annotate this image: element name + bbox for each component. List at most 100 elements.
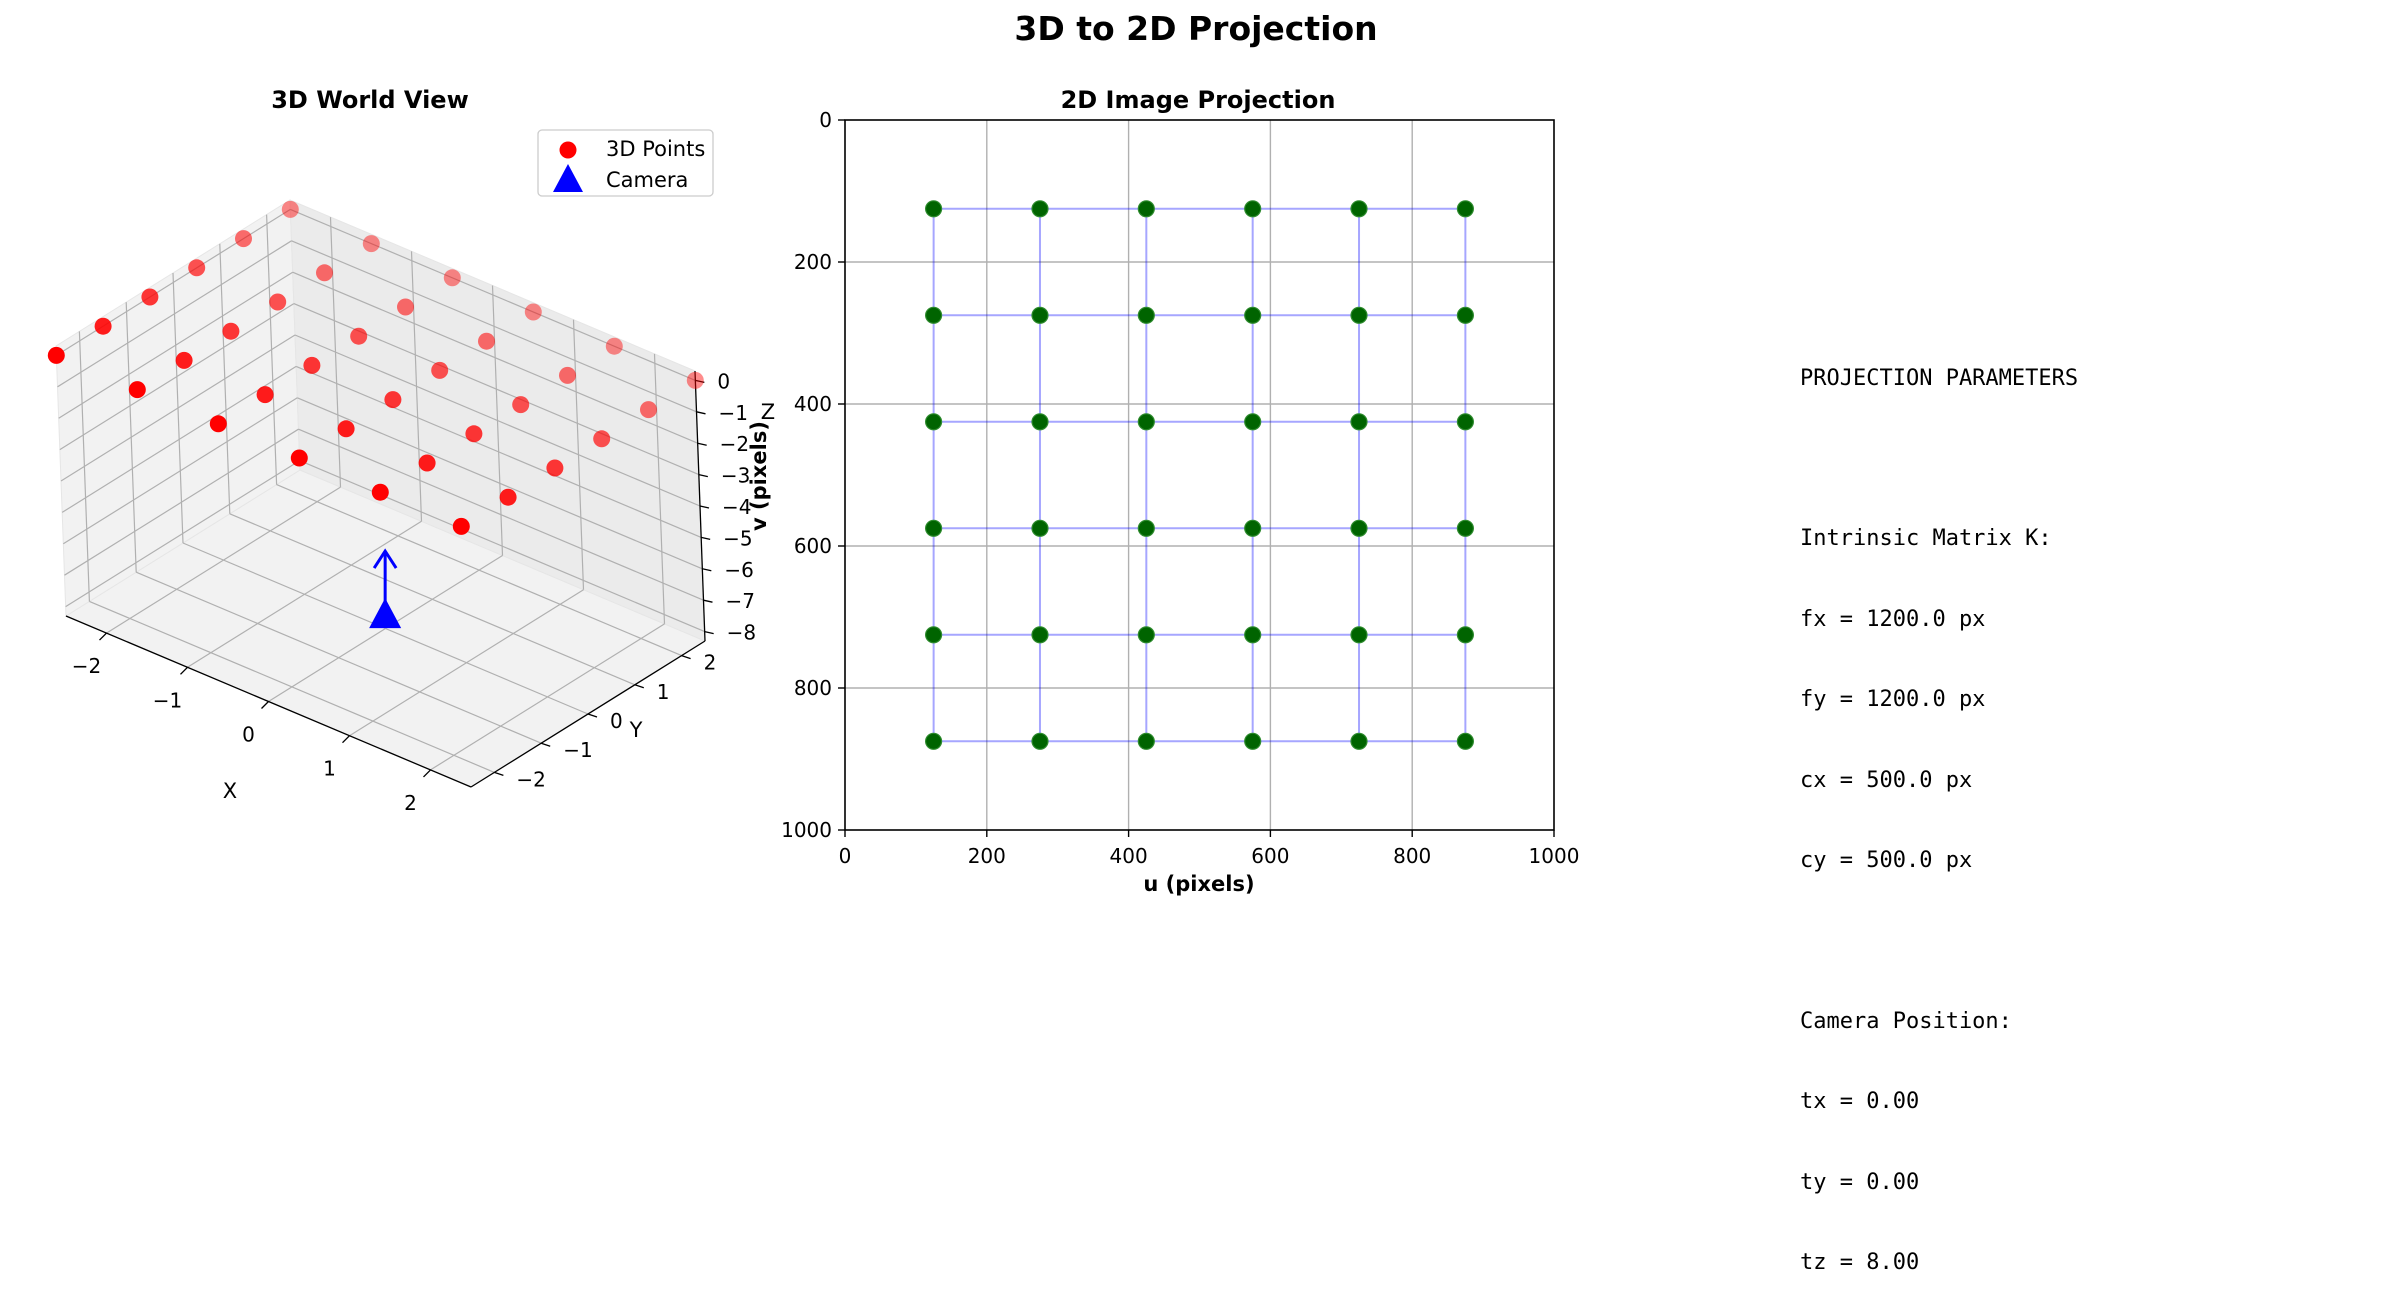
z-tick-mark-3d xyxy=(697,442,707,446)
projected-point xyxy=(1244,626,1262,644)
world-point xyxy=(384,391,402,409)
param-cx: cx = 500.0 px xyxy=(1800,767,1973,793)
z-tick-label-3d: −2 xyxy=(720,432,749,456)
z-tick-label-3d: −4 xyxy=(722,495,751,519)
world-point xyxy=(94,317,112,335)
world-point xyxy=(640,401,657,419)
world-point xyxy=(593,430,611,448)
world-point xyxy=(478,332,495,350)
world-view-title: 3D World View xyxy=(271,86,469,114)
z-tick-label-3d: −3 xyxy=(721,464,750,488)
grid-line-z-left xyxy=(64,428,299,576)
world-point xyxy=(222,322,240,340)
world-point xyxy=(128,381,146,399)
camera-marker-group xyxy=(369,548,402,629)
z-tick-mark-3d xyxy=(704,630,714,635)
grid-line-z-left xyxy=(57,240,292,388)
grid-line-z-left xyxy=(56,208,291,356)
projected-point xyxy=(1137,626,1155,644)
x-tick-mark-3d xyxy=(342,735,350,744)
z-axis-label-3d: Z xyxy=(761,400,775,424)
grid-line-z-back xyxy=(294,334,701,507)
world-point xyxy=(235,230,252,248)
world-point xyxy=(290,449,308,467)
world-point xyxy=(397,298,414,316)
y-tick-mark-3d xyxy=(587,713,598,718)
y-tick-label-3d: 1 xyxy=(657,680,670,704)
projected-point xyxy=(1031,413,1049,431)
projected-point xyxy=(1456,200,1475,218)
v-tick-label: 800 xyxy=(794,676,832,700)
legend-label-3d-points: 3D Points xyxy=(606,137,705,161)
world-point xyxy=(281,200,299,218)
z-tick-mark-3d xyxy=(701,536,711,541)
projected-point xyxy=(1031,306,1049,324)
z-tick-mark-3d xyxy=(703,599,713,603)
projected-point xyxy=(1244,732,1262,750)
z-tick-mark-3d xyxy=(702,568,712,572)
v-tick-label: 600 xyxy=(794,534,832,558)
world-point xyxy=(443,269,461,287)
x-tick-mark-3d xyxy=(99,632,107,641)
y-tick-mark-3d xyxy=(681,654,691,660)
image-projection-panel: 2D Image Projection 0 200 400 600 800 1000 0 20… xyxy=(747,86,1579,896)
projected-point xyxy=(1456,306,1475,324)
legend-label-camera: Camera xyxy=(606,168,688,192)
z-tick-label-3d: −6 xyxy=(724,558,753,582)
projected-point xyxy=(1137,306,1155,324)
projected-point xyxy=(924,200,943,218)
projected-point xyxy=(924,413,943,431)
world-point xyxy=(431,361,449,379)
projected-point xyxy=(1350,626,1368,644)
projected-point xyxy=(1350,200,1368,218)
z-tick-mark-3d xyxy=(696,411,706,415)
param-ty: ty = 0.00 xyxy=(1800,1169,1920,1195)
world-point xyxy=(418,454,436,472)
u-tick-label: 0 xyxy=(839,844,852,868)
y-tick-label-3d: −2 xyxy=(516,767,545,791)
world-point xyxy=(269,293,287,311)
projected-point xyxy=(1244,306,1262,324)
y-tick-mark-3d xyxy=(494,771,504,777)
v-tick-label: 0 xyxy=(819,108,832,132)
z-tick-label-3d: −8 xyxy=(727,621,756,645)
projected-point xyxy=(1244,519,1262,537)
legend-marker-3d-points xyxy=(559,141,577,159)
axes3d-grid xyxy=(56,208,705,773)
grid-line-z-left xyxy=(65,460,300,608)
projected-point xyxy=(1244,413,1262,431)
x-tick-label-3d: −1 xyxy=(153,688,182,712)
v-tick-label: 200 xyxy=(794,250,832,274)
projected-point xyxy=(924,732,943,750)
parameters-heading: PROJECTION PARAMETERS xyxy=(1800,365,2079,391)
axes3d-ticks: −2 −1 0 1 2 −2 −1 0 1 2 0 −1 −2 −3 −4 −5 −6 −7 −8 xyxy=(65,369,756,815)
grid-line-z-back xyxy=(292,271,698,444)
v-tick-label: 400 xyxy=(794,392,832,416)
plot-frame-2d xyxy=(844,119,1555,831)
grid-line-z-left xyxy=(61,365,297,513)
projected-point xyxy=(924,626,943,644)
world-point xyxy=(686,371,704,389)
u-axis-label: u (pixels) xyxy=(1143,872,1254,896)
world-point xyxy=(47,346,65,364)
projected-point xyxy=(1350,732,1368,750)
world-point xyxy=(209,415,227,433)
world-point xyxy=(371,483,389,501)
param-tz: tz = 8.00 xyxy=(1800,1249,1920,1275)
world-point xyxy=(141,288,159,306)
y-tick-mark-3d xyxy=(540,742,551,747)
projected-point xyxy=(1244,200,1262,218)
grid-line-z-left xyxy=(58,271,293,419)
u-tick-label: 1000 xyxy=(1529,844,1580,868)
grid-line-y-floor xyxy=(276,484,682,657)
grid-line-y-floor xyxy=(89,600,495,773)
grid-line-z-back xyxy=(291,240,697,413)
projection-parameters-panel: PROJECTION PARAMETERS Intrinsic Matrix K… xyxy=(1800,312,2078,1303)
intrinsic-heading: Intrinsic Matrix K: xyxy=(1800,526,2052,552)
grid-line-z-back xyxy=(295,365,702,538)
world-point xyxy=(337,420,355,438)
world-point xyxy=(605,337,623,355)
z-tick-mark-3d xyxy=(695,379,705,384)
world-point xyxy=(188,259,206,277)
camera-heading: Camera Position: xyxy=(1800,1008,2012,1034)
